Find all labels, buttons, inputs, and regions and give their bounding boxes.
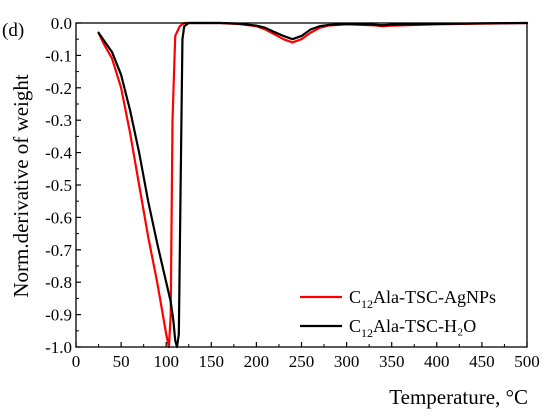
x-tick-label: 400 (424, 352, 450, 371)
x-tick-label: 500 (514, 352, 540, 371)
y-tick-label: -0.5 (45, 176, 72, 195)
x-tick-label: 50 (113, 352, 130, 371)
y-tick-label: -0.6 (45, 208, 72, 227)
legend-label-2: C12Ala-TSC-H₂O (349, 316, 476, 340)
y-tick-label: -0.8 (45, 273, 72, 292)
legend: C12Ala-TSC-AgNPs C12Ala-TSC-H₂O (300, 287, 496, 340)
y-tick-label: -0.9 (45, 306, 72, 325)
y-tick-label: -0.2 (45, 79, 72, 98)
x-tick-label: 250 (289, 352, 315, 371)
legend-label-1: C12Ala-TSC-AgNPs (349, 287, 496, 311)
tick-labels: 0 50 100 150 200 250 300 350 400 450 500 0.0 -0.1 -0.… (45, 14, 540, 371)
y-tick-label: 0.0 (51, 14, 72, 33)
x-tick-label: 0 (72, 352, 81, 371)
x-tick-label: 150 (199, 352, 225, 371)
y-axis-title: Norm.derivative of weight (9, 74, 33, 298)
y-tick-label: -0.4 (45, 144, 72, 163)
axes (75, 22, 528, 348)
x-tick-label: 350 (379, 352, 405, 371)
y-tick-label: -0.1 (45, 46, 72, 65)
y-tick-label: -0.7 (45, 241, 72, 260)
x-axis-title: Temperature, °C (389, 385, 528, 409)
x-tick-label: 450 (469, 352, 495, 371)
panel-label: (d) (2, 20, 24, 41)
x-tick-label: 100 (153, 352, 179, 371)
y-tick-label: -1.0 (45, 338, 72, 357)
x-tick-label: 200 (244, 352, 270, 371)
y-tick-label: -0.3 (45, 111, 72, 130)
x-tick-label: 300 (334, 352, 360, 371)
